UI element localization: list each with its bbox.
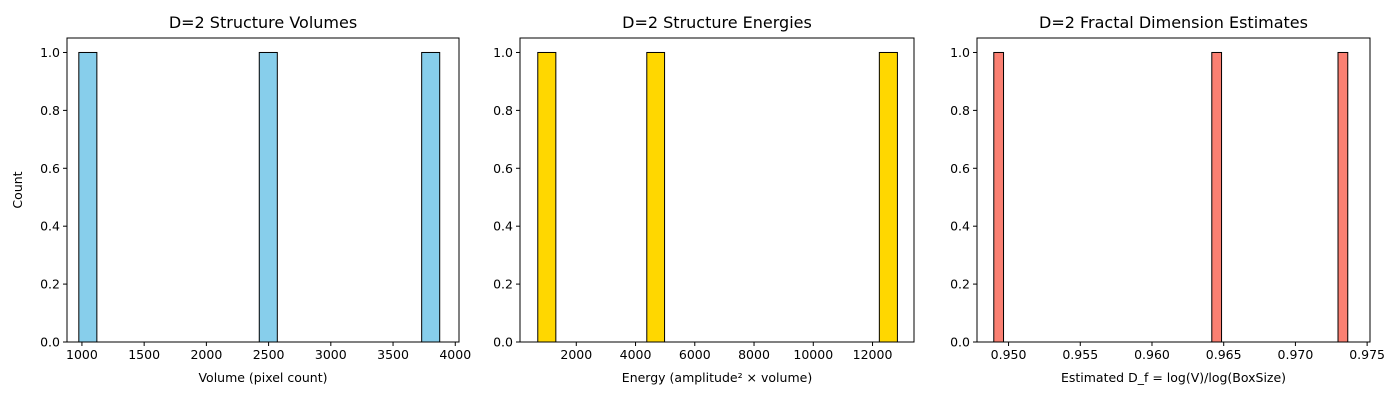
chart-1-xtick-label-7: 4000 bbox=[439, 347, 471, 362]
chart-3-ytick-label-2: 0.2 bbox=[950, 277, 970, 292]
chart-3-xtick-label-4: 0.965 bbox=[1206, 347, 1242, 362]
chart-2-ytick-label-5: 0.8 bbox=[493, 103, 513, 118]
chart-1-xtick-label-5: 3000 bbox=[315, 347, 347, 362]
chart-3-ytick-label-4: 0.6 bbox=[950, 161, 970, 176]
chart-3-ytick-label-1: 0.0 bbox=[950, 335, 970, 350]
chart-1-bar-2 bbox=[258, 51, 278, 343]
chart-1-xtick-label-2: 1500 bbox=[128, 347, 160, 362]
chart-2-xtick-label-6: 12000 bbox=[853, 347, 893, 362]
chart-2-ytick-label-4: 0.6 bbox=[493, 161, 513, 176]
chart-1-xtick-label-3: 2000 bbox=[190, 347, 222, 362]
chart-2-axes-frame bbox=[519, 37, 915, 343]
chart-1-title: D=2 Structure Volumes bbox=[169, 13, 357, 32]
chart-3-ytick-label-5: 0.8 bbox=[950, 103, 970, 118]
chart-3-xlabel: Estimated D_f = log(V)/log(BoxSize) bbox=[1061, 370, 1286, 385]
chart-3-xtick-label-2: 0.955 bbox=[1062, 347, 1098, 362]
chart-1-axes-frame bbox=[66, 37, 460, 343]
chart-2-xtick-label-4: 8000 bbox=[738, 347, 770, 362]
chart-2-xtick-label-5: 10000 bbox=[793, 347, 833, 362]
chart-1-ytick-label-1: 0.0 bbox=[40, 335, 60, 350]
chart-2-title: D=2 Structure Energies bbox=[622, 13, 812, 32]
chart-3-bar-1 bbox=[993, 51, 1005, 343]
chart-3-title: D=2 Fractal Dimension Estimates bbox=[1039, 13, 1308, 32]
chart-2-ytick-label-1: 0.0 bbox=[493, 335, 513, 350]
chart-3-ytick-label-6: 1.0 bbox=[950, 45, 970, 60]
chart-2-xtick-label-1: 2000 bbox=[560, 347, 592, 362]
chart-3-xtick-label-5: 0.970 bbox=[1278, 347, 1314, 362]
chart-2-xtick-label-3: 6000 bbox=[679, 347, 711, 362]
chart-2-xtick-label-2: 4000 bbox=[620, 347, 652, 362]
chart-1-xtick-label-6: 3500 bbox=[377, 347, 409, 362]
chart-2-xlabel: Energy (amplitude² × volume) bbox=[622, 370, 812, 385]
chart-3-bar-3 bbox=[1337, 51, 1349, 343]
chart-2-ytick-label-6: 1.0 bbox=[493, 45, 513, 60]
chart-1-ytick-label-6: 1.0 bbox=[40, 45, 60, 60]
chart-1-bar-1 bbox=[78, 51, 98, 343]
chart-1-xtick-label-4: 2500 bbox=[253, 347, 285, 362]
chart-3-xtick-label-1: 0.950 bbox=[991, 347, 1027, 362]
chart-1-ylabel: Count bbox=[10, 171, 25, 208]
chart-2-ytick-label-3: 0.4 bbox=[493, 219, 513, 234]
chart-2-ytick-label-2: 0.2 bbox=[493, 277, 513, 292]
chart-1-ytick-label-3: 0.4 bbox=[40, 219, 60, 234]
chart-3-axes-frame bbox=[976, 37, 1371, 343]
chart-3-ytick-label-3: 0.4 bbox=[950, 219, 970, 234]
chart-2-bar-1 bbox=[537, 51, 557, 343]
chart-1-bar-3 bbox=[421, 51, 441, 343]
chart-3-bar-2 bbox=[1211, 51, 1223, 343]
chart-3-xtick-label-3: 0.960 bbox=[1134, 347, 1170, 362]
chart-1-ytick-label-2: 0.2 bbox=[40, 277, 60, 292]
chart-1-ytick-label-5: 0.8 bbox=[40, 103, 60, 118]
chart-2-bar-2 bbox=[646, 51, 666, 343]
chart-1-xlabel: Volume (pixel count) bbox=[198, 370, 327, 385]
chart-1-xtick-label-1: 1000 bbox=[66, 347, 98, 362]
chart-3-xtick-label-6: 0.975 bbox=[1349, 347, 1385, 362]
chart-1-ytick-label-4: 0.6 bbox=[40, 161, 60, 176]
chart-2-bar-3 bbox=[878, 51, 898, 343]
